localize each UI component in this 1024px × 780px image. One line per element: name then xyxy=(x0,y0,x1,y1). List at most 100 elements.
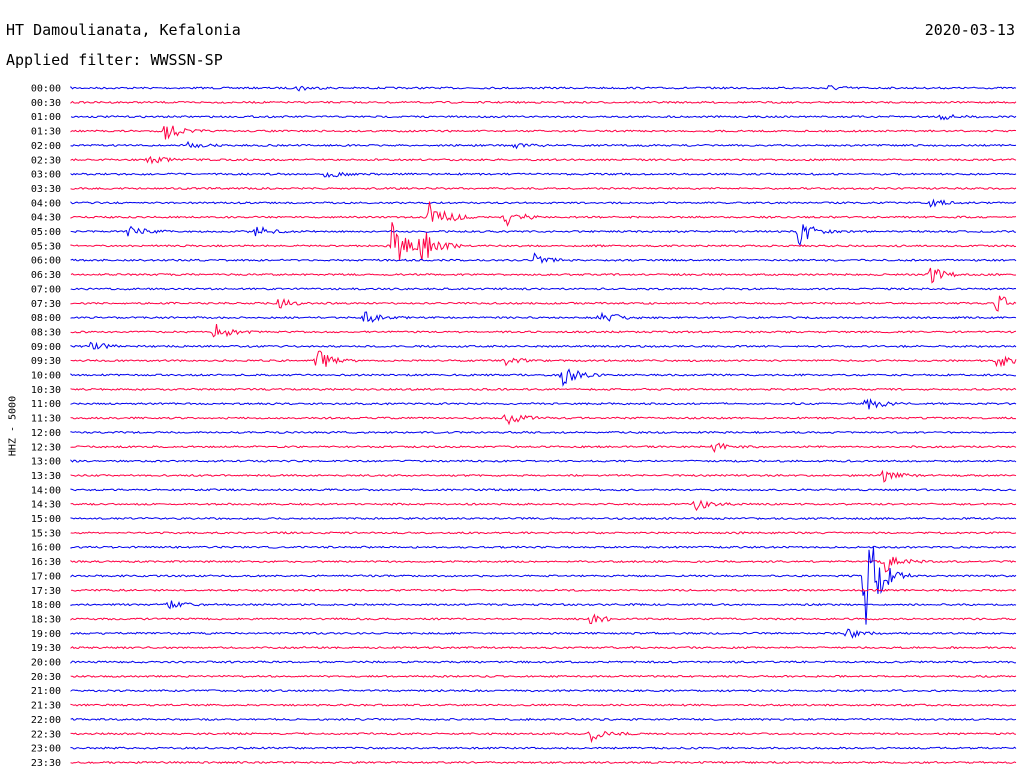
trace-row xyxy=(70,84,1017,92)
trace-row xyxy=(70,730,1017,744)
trace-row xyxy=(70,556,1017,573)
time-tick-label: 19:00 xyxy=(31,629,61,640)
time-tick-label: 16:00 xyxy=(31,543,61,554)
trace-row xyxy=(70,613,1017,625)
trace-row xyxy=(70,499,1017,512)
time-tick-label: 13:30 xyxy=(31,471,61,482)
trace-row xyxy=(70,459,1017,463)
trace-row xyxy=(70,545,1017,549)
time-tick-label: 15:30 xyxy=(31,528,61,539)
time-tick-label: 11:00 xyxy=(31,399,61,410)
trace-row xyxy=(70,600,1017,610)
time-tick-label: 23:30 xyxy=(31,758,61,769)
trace-row xyxy=(70,746,1017,750)
time-tick-label: 07:30 xyxy=(31,299,61,310)
time-tick-label: 18:00 xyxy=(31,600,61,611)
time-tick-label: 02:30 xyxy=(31,155,61,166)
time-tick-label: 05:00 xyxy=(31,227,61,238)
trace-row xyxy=(70,100,1017,104)
time-tick-label: 01:30 xyxy=(31,127,61,138)
trace-row xyxy=(70,442,1017,454)
trace-row xyxy=(70,222,1017,261)
trace-row xyxy=(70,140,1017,150)
time-tick-label: 22:30 xyxy=(31,729,61,740)
trace-row xyxy=(70,224,1017,247)
time-tick-label: 06:00 xyxy=(31,256,61,267)
trace-row xyxy=(70,488,1017,492)
time-tick-label: 20:00 xyxy=(31,658,61,669)
time-tick-label: 05:30 xyxy=(31,241,61,252)
time-tick-label: 21:00 xyxy=(31,686,61,697)
time-tick-label: 03:00 xyxy=(31,170,61,181)
time-tick-label: 20:30 xyxy=(31,672,61,683)
time-tick-label: 07:00 xyxy=(31,284,61,295)
trace-row xyxy=(70,547,1017,625)
trace-row xyxy=(70,324,1017,338)
trace-row xyxy=(70,760,1017,765)
time-tick-label: 10:30 xyxy=(31,385,61,396)
trace-row xyxy=(70,113,1017,121)
trace-row xyxy=(70,660,1017,664)
time-tick-label: 02:00 xyxy=(31,141,61,152)
time-tick-label: 13:00 xyxy=(31,457,61,468)
trace-row xyxy=(70,267,1017,284)
time-tick-label: 21:30 xyxy=(31,701,61,712)
time-tick-label: 17:30 xyxy=(31,586,61,597)
trace-row xyxy=(70,350,1017,368)
time-tick-label: 08:30 xyxy=(31,327,61,338)
trace-row xyxy=(70,295,1017,312)
trace-row xyxy=(70,703,1016,707)
trace-row xyxy=(70,201,1017,227)
time-tick-label: 19:30 xyxy=(31,643,61,654)
time-tick-label: 04:00 xyxy=(31,198,61,209)
date-label: 2020-03-13 xyxy=(924,21,1015,39)
trace-row xyxy=(70,171,1017,178)
time-tick-label: 12:00 xyxy=(31,428,61,439)
trace-row xyxy=(70,689,1017,693)
trace-row xyxy=(70,125,1017,140)
time-tick-label: 08:00 xyxy=(31,313,61,324)
trace-row xyxy=(70,430,1017,435)
time-tick-label: 06:30 xyxy=(31,270,61,281)
time-tick-label: 01:00 xyxy=(31,112,61,123)
time-tick-label: 12:30 xyxy=(31,442,61,453)
trace-row xyxy=(70,341,1017,350)
time-tick-label: 04:30 xyxy=(31,213,61,224)
trace-row xyxy=(70,717,1017,722)
trace-row xyxy=(70,531,1017,535)
trace-row xyxy=(70,414,1017,426)
trace-row xyxy=(70,398,1017,410)
trace-row xyxy=(70,469,1017,483)
trace-row xyxy=(70,646,1017,650)
trace-row xyxy=(70,368,1017,387)
time-tick-label: 18:30 xyxy=(31,614,61,625)
trace-row xyxy=(70,674,1017,678)
time-tick-label: 03:30 xyxy=(31,184,61,195)
time-tick-label: 14:00 xyxy=(31,485,61,496)
filter-label: Applied filter: WWSSN-SP xyxy=(6,51,223,69)
time-tick-label: 09:30 xyxy=(31,356,61,367)
time-tick-label: 09:00 xyxy=(31,342,61,353)
trace-row xyxy=(70,588,1017,592)
trace-row xyxy=(70,198,1017,208)
time-tick-label: 17:00 xyxy=(31,571,61,582)
trace-row xyxy=(70,628,1017,639)
trace-row xyxy=(70,186,1017,191)
station-title: HT Damoulianata, Kefalonia xyxy=(6,21,241,39)
trace-row xyxy=(70,516,1017,521)
time-tick-label: 22:00 xyxy=(31,715,61,726)
time-tick-label: 16:30 xyxy=(31,557,61,568)
trace-row xyxy=(70,287,1017,291)
time-tick-label: 10:00 xyxy=(31,371,61,382)
trace-row xyxy=(70,155,1017,165)
time-tick-label: 14:30 xyxy=(31,500,61,511)
trace-row xyxy=(70,387,1017,391)
time-tick-label: 15:00 xyxy=(31,514,61,525)
time-tick-label: 00:30 xyxy=(31,98,61,109)
time-tick-label: 00:00 xyxy=(31,84,61,95)
trace-row xyxy=(70,252,1017,264)
trace-row xyxy=(70,311,1017,323)
time-tick-label: 23:00 xyxy=(31,744,61,755)
time-tick-label: 11:30 xyxy=(31,414,61,425)
